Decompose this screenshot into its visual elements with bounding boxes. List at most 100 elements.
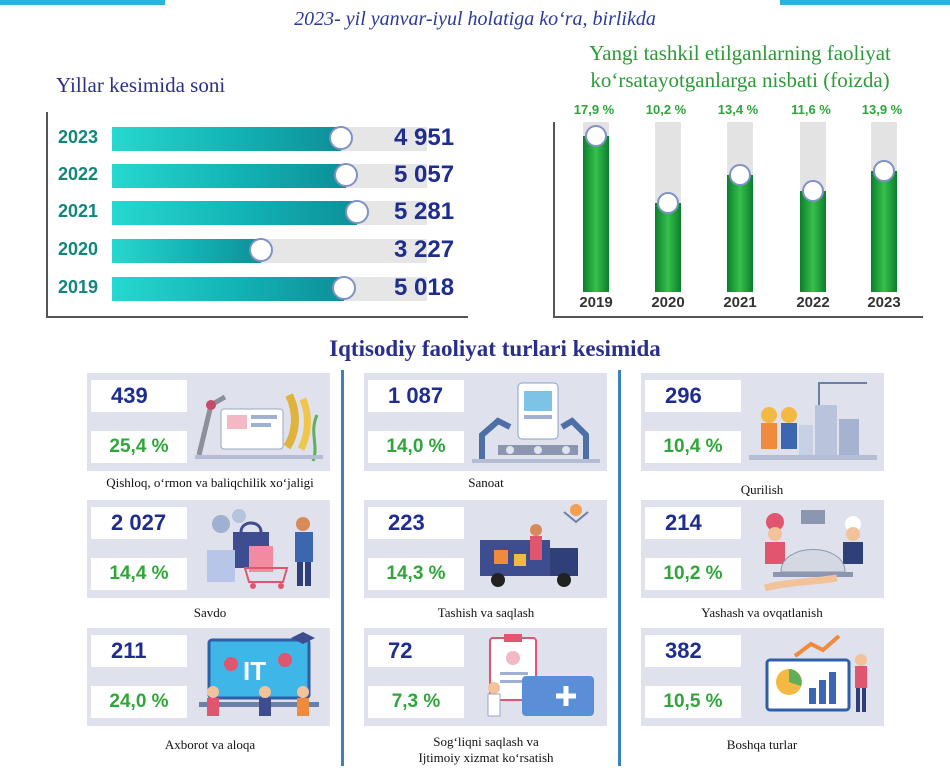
sector-label: Tashish va saqlash — [437, 605, 535, 620]
sector-card-transport: 223 14,3 % — [364, 500, 607, 598]
sector-count: 296 — [645, 380, 741, 412]
sector-percent: 14,4 % — [91, 558, 187, 590]
sector-card-hospitality: 214 10,2 % — [641, 500, 884, 598]
years-chart: 2023 4 951 2022 5 057 2021 5 281 2020 3 … — [46, 112, 468, 318]
years-panel-title: Yillar kesimida soni — [56, 73, 226, 97]
sector-percent: 14,0 % — [368, 431, 464, 463]
ratio-title-line1: Yangi tashkil etilganlarning faoliyat — [589, 41, 891, 65]
year-row-2023: 2023 4 951 — [48, 124, 468, 152]
ratio-chart: 17,9 % 2019 10,2 % 2020 13,4 % 2021 11,6… — [553, 102, 923, 318]
sector-card-healthcare: 72 7,3 % — [364, 628, 607, 726]
column-track — [655, 122, 681, 292]
year-row-2022: 2022 5 057 — [48, 161, 468, 189]
sector-card-agriculture: 439 25,4 % — [87, 373, 330, 471]
sector-card-other: 382 10,5 % — [641, 628, 884, 726]
bar-knob-2021 — [345, 200, 369, 224]
year-value: 4 951 — [394, 124, 455, 151]
sector-label: Boshqa turlar — [726, 737, 798, 752]
column-knob-2019 — [585, 125, 607, 147]
year-row-2021: 2021 5 281 — [48, 198, 468, 226]
ratio-panel-title: Yangi tashkil etilganlarning faoliyat ko… — [555, 40, 925, 94]
ratio-year-label: 2021 — [723, 294, 757, 311]
sector-section-title: Iqtisodiy faoliyat turlari kesimida — [329, 336, 661, 361]
year-label: 2019 — [58, 277, 99, 297]
bar-knob-2022 — [334, 163, 358, 187]
sector-label: Qurilish — [740, 482, 784, 497]
sector-count: 211 — [91, 635, 187, 667]
shopping-illustration — [207, 509, 313, 589]
ratio-column-2022: 11,6 % 2022 — [788, 102, 834, 316]
industry-illustration — [472, 382, 600, 463]
sector-count: 223 — [368, 507, 464, 539]
sector-label-line2: Ijtimoiy xizmat ko‘rsatish — [418, 750, 554, 765]
hospitality-illustration — [763, 510, 863, 592]
ratio-pct-label: 13,4 % — [717, 102, 759, 117]
column-divider-right — [618, 370, 621, 766]
bar-track — [112, 126, 427, 151]
bar-fill-2021 — [112, 201, 357, 225]
bar-fill-2023 — [112, 127, 341, 151]
sector-label: Savdo — [193, 605, 227, 620]
bar-track — [112, 276, 427, 301]
agriculture-illustration — [195, 393, 323, 462]
ratio-column-2019: 17,9 % 2019 — [571, 102, 617, 316]
bar-track — [112, 238, 427, 263]
other-sectors-illustration — [765, 634, 867, 712]
bar-knob-2019 — [332, 276, 356, 300]
year-label: 2022 — [58, 164, 99, 184]
ratio-pct-label: 11,6 % — [791, 102, 831, 117]
ratio-column-2020: 10,2 % 2020 — [643, 102, 689, 316]
year-value: 3 227 — [394, 236, 455, 263]
bar-track — [112, 200, 427, 225]
year-value: 5 018 — [394, 274, 455, 301]
ratio-title-line2: ko‘rsatayotganlarga nisbati (foizda) — [590, 68, 890, 92]
column-track — [800, 122, 826, 292]
column-fill-2021 — [727, 175, 753, 292]
sector-label: Axborot va aloqa — [164, 737, 256, 752]
page-subtitle: 2023- yil yanvar-iyul holatiga ko‘ra, bi… — [294, 8, 656, 30]
sector-label: Yashash va ovqatlanish — [701, 605, 823, 620]
sector-card-industry: 1 087 14,0 % — [364, 373, 607, 471]
ratio-pct-label: 10,2 % — [645, 102, 687, 117]
sector-percent: 25,4 % — [91, 431, 187, 463]
ratio-pct-label: 13,9 % — [861, 102, 903, 117]
year-row-2020: 2020 3 227 — [48, 236, 468, 264]
sector-count: 72 — [368, 635, 464, 667]
transport-illustration — [480, 504, 589, 587]
bar-fill-2020 — [112, 239, 261, 263]
sector-label-line1: Sog‘liqni saqlash va — [433, 734, 539, 749]
sector-label: Qishloq, o‘rmon va baliqchilik xo‘jaligi — [106, 475, 314, 490]
column-divider-left — [341, 370, 344, 766]
ratio-year-label: 2023 — [867, 294, 901, 311]
bar-fill-2022 — [112, 164, 346, 188]
year-value: 5 281 — [394, 198, 455, 225]
sector-percent: 10,4 % — [645, 431, 741, 463]
column-knob-2022 — [802, 180, 824, 202]
sector-percent: 24,0 % — [91, 686, 187, 718]
column-knob-2021 — [729, 164, 751, 186]
year-label: 2020 — [58, 239, 99, 259]
sector-count: 439 — [91, 380, 187, 412]
ratio-year-label: 2019 — [579, 294, 613, 311]
column-knob-2023 — [873, 160, 895, 182]
top-accent-right — [780, 0, 950, 5]
bar-knob-2023 — [329, 126, 353, 150]
ratio-year-label: 2020 — [651, 294, 685, 311]
sector-percent: 10,2 % — [645, 558, 741, 590]
year-label: 2021 — [58, 201, 99, 221]
ratio-year-label: 2022 — [796, 294, 830, 311]
year-label: 2023 — [58, 127, 99, 147]
sector-label: Sanoat — [468, 475, 504, 490]
year-value: 5 057 — [394, 161, 455, 188]
sector-count: 1 087 — [368, 380, 464, 412]
sector-count: 214 — [645, 507, 741, 539]
bar-track — [112, 163, 427, 188]
it-illustration: IT — [199, 632, 319, 716]
sector-card-it: 211 24,0 % IT — [87, 628, 330, 726]
column-fill-2022 — [800, 191, 826, 292]
column-fill-2020 — [655, 203, 681, 292]
year-row-2019: 2019 5 018 — [48, 274, 468, 302]
sector-percent: 7,3 % — [368, 686, 464, 718]
column-fill-2023 — [871, 171, 897, 292]
healthcare-illustration — [487, 634, 594, 717]
